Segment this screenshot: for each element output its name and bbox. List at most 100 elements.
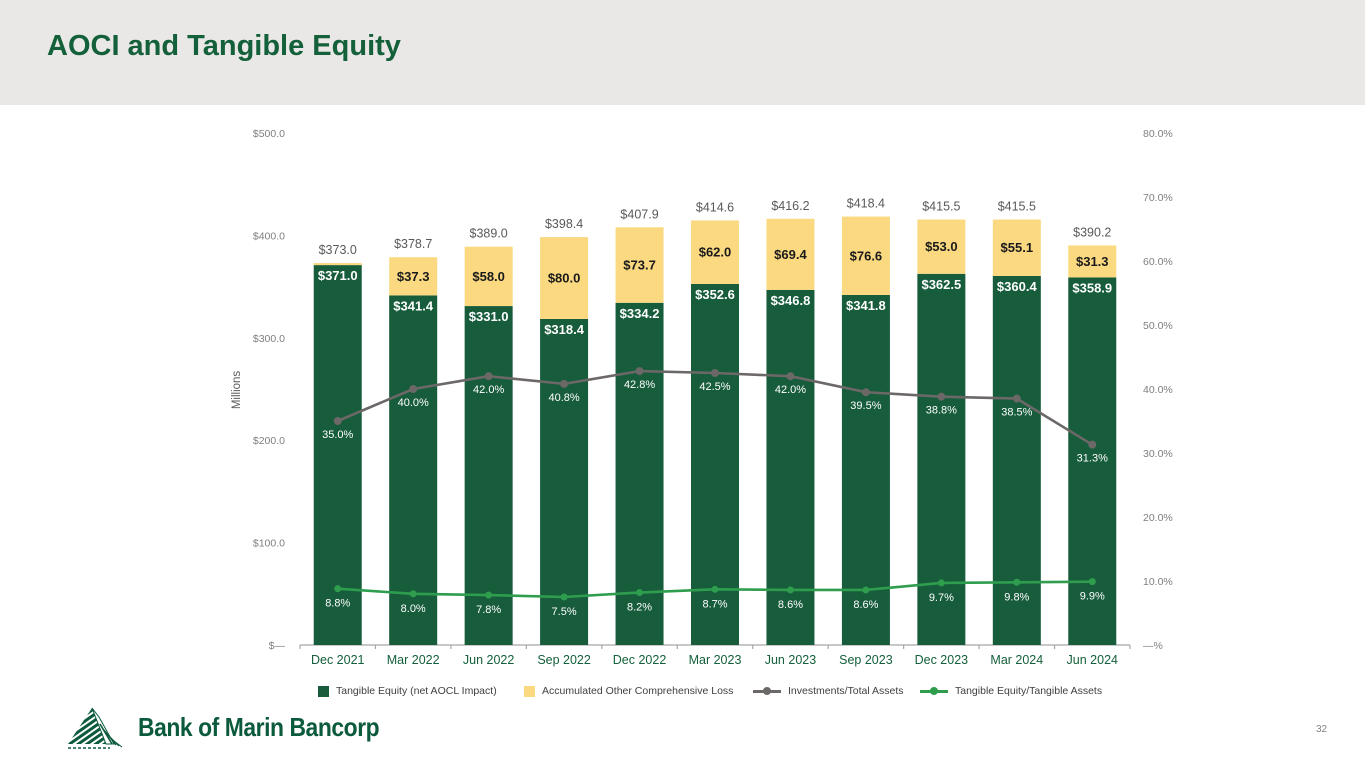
- bar-segment-aocl: [1068, 245, 1117, 278]
- bar-aocl-label: $76.6: [850, 248, 883, 263]
- right-axis-tick-label: —%: [1143, 640, 1163, 652]
- bar-total-label: $407.9: [620, 207, 658, 221]
- x-axis-category-label: Dec 2022: [613, 653, 667, 667]
- investments-point-label: 35.0%: [322, 429, 353, 441]
- investments-line-point: [1012, 394, 1021, 403]
- bar-tangible-equity-label: $358.9: [1072, 280, 1112, 295]
- left-axis-title: Millions: [231, 371, 243, 410]
- gray-line-marker-icon: [753, 686, 781, 697]
- bar-segment-tangible-equity: [766, 289, 815, 645]
- investments-line-point: [861, 388, 870, 397]
- investments-point-label: 40.0%: [398, 397, 429, 409]
- bar-segment-aocl: [464, 246, 513, 307]
- legend-item-investments: Investments/Total Assets: [753, 685, 904, 697]
- te-ta-point-label: 8.0%: [401, 603, 426, 615]
- left-axis-tick-label: $100.0: [253, 538, 285, 550]
- te-ta-point-label: 9.7%: [929, 592, 954, 604]
- investments-point-label: 42.5%: [699, 381, 730, 393]
- right-axis-tick-label: 40.0%: [1143, 384, 1173, 396]
- right-axis-tick-label: 70.0%: [1143, 192, 1173, 204]
- bar-aocl-label: $37.3: [397, 269, 430, 284]
- bar-tangible-equity-label: $318.4: [544, 322, 585, 337]
- te-ta-line-point: [711, 585, 719, 593]
- te-ta-line-point: [409, 590, 417, 598]
- right-axis-tick-label: 60.0%: [1143, 256, 1173, 268]
- bar-aocl-label: $55.1: [1001, 240, 1034, 255]
- x-axis-category-label: Jun 2022: [463, 653, 514, 667]
- investments-line-point: [711, 369, 719, 377]
- te-ta-line-point: [1013, 578, 1021, 586]
- legend-item-aocl: Accumulated Other Comprehensive Loss: [524, 685, 733, 697]
- x-axis-category-label: Jun 2024: [1067, 653, 1118, 667]
- bar-segment-aocl: [766, 218, 815, 290]
- bar-total-label: $414.6: [696, 200, 734, 214]
- right-axis-tick-label: 80.0%: [1143, 128, 1173, 140]
- right-axis-tick-label: 50.0%: [1143, 320, 1173, 332]
- bar-aocl-label: $69.4: [774, 247, 807, 262]
- bar-segment-aocl: [841, 216, 890, 295]
- investments-point-label: 42.8%: [624, 379, 655, 391]
- bar-tangible-equity-label: $346.8: [771, 293, 811, 308]
- te-ta-line-point: [786, 586, 794, 594]
- yellow-square-icon: [524, 685, 535, 697]
- bar-segment-tangible-equity: [464, 306, 513, 645]
- header-band: AOCI and Tangible Equity: [0, 0, 1365, 105]
- investments-point-label: 42.0%: [775, 384, 806, 396]
- bar-segment-aocl: [615, 227, 664, 303]
- left-axis-tick-label: $200.0: [253, 435, 285, 447]
- bar-total-label: $415.5: [922, 200, 960, 214]
- bar-segment-aocl: [691, 220, 739, 284]
- bar-total-label: $416.2: [771, 199, 809, 213]
- bar-segment-tangible-equity: [992, 275, 1041, 645]
- te-ta-line-point: [334, 585, 342, 593]
- te-ta-point-label: 8.8%: [325, 598, 350, 610]
- bar-segment-tangible-equity: [691, 283, 739, 645]
- bar-total-label: $389.0: [470, 227, 508, 241]
- right-axis-tick-label: 10.0%: [1143, 576, 1173, 588]
- bar-segment-tangible-equity: [540, 318, 589, 645]
- chart-legend: Tangible Equity (net AOCL Impact) Accumu…: [0, 685, 1365, 701]
- bar-segment-tangible-equity: [389, 295, 438, 645]
- investments-line-point: [333, 417, 342, 425]
- investments-point-label: 42.0%: [473, 384, 504, 396]
- x-axis-category-label: Sep 2022: [537, 653, 591, 667]
- te-ta-point-label: 9.9%: [1080, 591, 1105, 603]
- bar-segment-tangible-equity: [313, 265, 362, 645]
- right-axis-tick-label: 30.0%: [1143, 448, 1173, 460]
- te-ta-point-label: 8.6%: [853, 599, 878, 611]
- investments-line-point: [1088, 440, 1097, 449]
- x-axis-category-label: Sep 2023: [839, 653, 893, 667]
- investments-point-label: 39.5%: [850, 400, 881, 412]
- bar-segment-aocl: [389, 257, 438, 296]
- slide-title: AOCI and Tangible Equity: [47, 30, 401, 62]
- te-ta-line-point: [636, 589, 644, 597]
- left-axis-tick-label: $400.0: [253, 230, 285, 242]
- bar-total-label: $415.5: [998, 200, 1036, 214]
- logo-text: Bank of Marin Bancorp: [138, 711, 380, 742]
- investments-line-point: [786, 372, 795, 381]
- x-axis-category-label: Mar 2023: [689, 653, 742, 667]
- bar-total-label: $390.2: [1073, 225, 1111, 239]
- investments-point-label: 38.8%: [926, 405, 957, 417]
- bar-aocl-label: $80.0: [548, 270, 581, 285]
- investments-line-point: [937, 392, 946, 401]
- left-axis-tick-label: $500.0: [253, 128, 285, 140]
- bank-of-marin-logo: Bank of Marin Bancorp: [66, 702, 412, 752]
- te-ta-point-label: 8.7%: [702, 598, 727, 610]
- bar-aocl-label: $73.7: [623, 258, 656, 273]
- mountain-logo-icon: [68, 707, 123, 749]
- bar-tangible-equity-label: $334.2: [620, 306, 660, 321]
- green-square-icon: [318, 685, 329, 697]
- te-ta-point-label: 8.6%: [778, 599, 803, 611]
- x-axis-category-label: Mar 2022: [387, 653, 440, 667]
- investments-line-point: [635, 367, 644, 376]
- bar-tangible-equity-label: $371.0: [318, 268, 358, 283]
- te-ta-point-label: 7.5%: [552, 606, 577, 618]
- investments-point-label: 31.3%: [1077, 453, 1108, 465]
- legend-label: Investments/Total Assets: [788, 685, 904, 697]
- te-ta-line-point: [937, 579, 945, 587]
- te-ta-point-label: 8.2%: [627, 602, 652, 614]
- bar-aocl-label: $31.3: [1076, 254, 1109, 269]
